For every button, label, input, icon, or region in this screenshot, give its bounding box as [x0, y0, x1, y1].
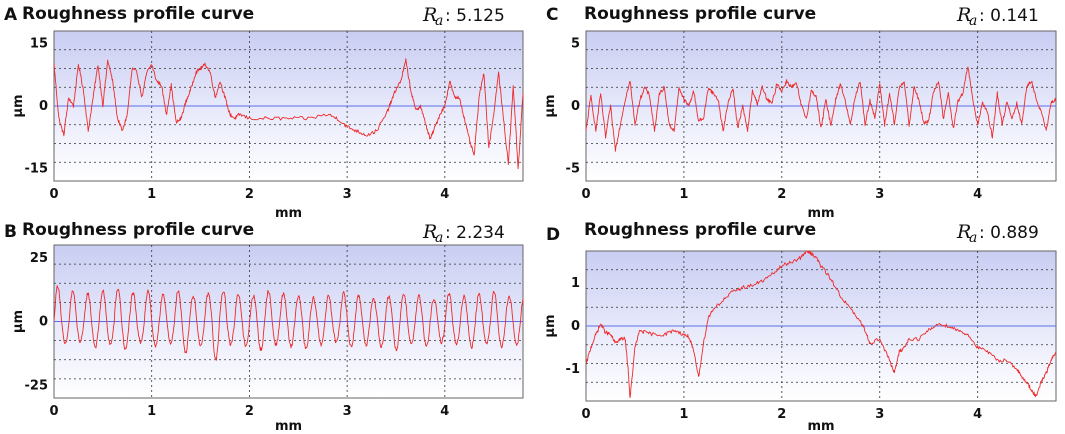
- ra-symbol: R: [956, 4, 971, 26]
- x-axis-label: mm: [275, 206, 302, 221]
- x-tick-label: 3: [343, 404, 352, 419]
- x-tick-label: 0: [581, 187, 590, 202]
- x-tick-label: 2: [245, 187, 254, 202]
- profile-series-line: [53, 285, 524, 361]
- chart-panel-b: B Roughness profile curve Ra: 2.234 0 1 2 3 4 25…: [4, 220, 524, 434]
- x-tick-label: 0: [49, 187, 58, 202]
- y-tick-label: 5: [571, 37, 580, 52]
- y-tick-label: 1: [571, 276, 580, 291]
- y-tick-label: 0: [39, 99, 48, 114]
- x-tick-label: 3: [875, 407, 884, 422]
- panel-letter: C: [546, 5, 558, 25]
- panel-letter: B: [4, 222, 17, 242]
- y-tick-label: -25: [25, 378, 49, 393]
- x-tick-label: 1: [147, 187, 156, 202]
- ra-value: : 5.125: [445, 6, 505, 26]
- ra-subscript: a: [435, 230, 443, 246]
- x-axis-label: mm: [275, 419, 302, 434]
- panel-letter: A: [4, 5, 18, 25]
- y-tick-label: -15: [25, 162, 49, 177]
- profile-series-line: [585, 66, 1057, 152]
- x-tick-label: 1: [679, 187, 688, 202]
- panel-letter: D: [546, 225, 560, 245]
- y-axis-label: μm: [543, 314, 558, 337]
- profile-series-line: [585, 250, 1057, 398]
- x-tick-label: 2: [245, 404, 254, 419]
- chart-panel-d: D Roughness profile curve Ra: 0.889 0 1 2 3 4 1 0…: [543, 220, 1057, 434]
- x-tick-label: 3: [343, 187, 352, 202]
- x-tick-label: 1: [147, 404, 156, 419]
- ra-value: : 0.889: [979, 223, 1039, 243]
- chart-panel-a: A Roughness profile curve Ra: 5.125 0 1 2 3 4 15…: [4, 4, 524, 221]
- y-tick-label: -5: [566, 162, 580, 177]
- y-tick-label: 25: [30, 251, 48, 266]
- y-tick-label: 0: [571, 319, 580, 334]
- y-tick-label: 0: [39, 315, 48, 330]
- y-axis-label: μm: [11, 94, 26, 117]
- y-tick-label: 15: [30, 37, 48, 52]
- chart-title: Roughness profile curve: [584, 220, 816, 240]
- chart-panel-c: C Roughness profile curve Ra: 0.141 0 1 2 3 4 5 0…: [543, 4, 1057, 221]
- y-tick-label: -1: [566, 362, 580, 377]
- x-axis-label: mm: [807, 206, 834, 221]
- ra-subscript: a: [969, 13, 977, 29]
- ra-subscript: a: [435, 13, 443, 29]
- x-tick-label: 4: [440, 404, 449, 419]
- ra-value: : 2.234: [445, 223, 505, 243]
- ra-symbol: R: [956, 221, 971, 243]
- y-axis-label: μm: [11, 310, 26, 333]
- y-tick-label: 0: [571, 99, 580, 114]
- ra-subscript: a: [969, 230, 977, 246]
- x-tick-label: 4: [973, 407, 982, 422]
- x-axis-label: mm: [807, 419, 834, 434]
- x-tick-label: 4: [973, 187, 982, 202]
- chart-title: Roughness profile curve: [584, 4, 816, 24]
- ra-value: : 0.141: [979, 6, 1039, 26]
- chart-title: Roughness profile curve: [22, 220, 254, 240]
- profile-series-line: [53, 58, 524, 170]
- x-tick-label: 4: [440, 187, 449, 202]
- x-tick-label: 2: [777, 187, 786, 202]
- chart-title: Roughness profile curve: [22, 4, 254, 24]
- ra-symbol: R: [422, 221, 437, 243]
- ra-symbol: R: [422, 4, 437, 26]
- x-tick-label: 0: [581, 407, 590, 422]
- x-tick-label: 1: [679, 407, 688, 422]
- x-tick-label: 0: [49, 404, 58, 419]
- y-axis-label: μm: [543, 94, 558, 117]
- x-tick-label: 3: [875, 187, 884, 202]
- x-tick-label: 2: [777, 407, 786, 422]
